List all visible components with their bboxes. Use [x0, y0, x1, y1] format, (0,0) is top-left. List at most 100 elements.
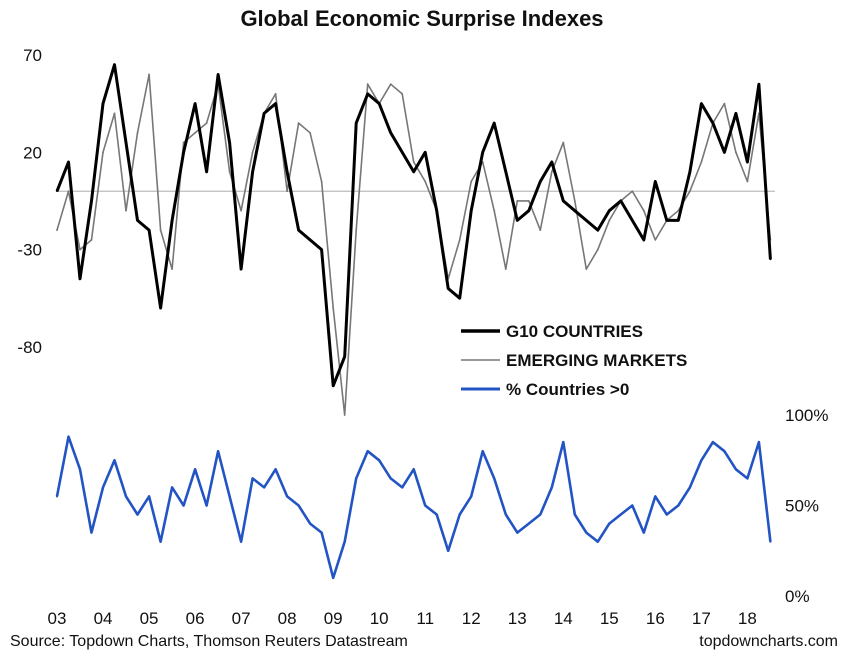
pct-countries-point	[194, 468, 197, 471]
pct-countries-point	[148, 495, 151, 498]
em-point	[274, 93, 277, 95]
y-tick-label-left: -30	[17, 241, 42, 260]
em-point	[182, 141, 185, 144]
pct-countries-point	[665, 513, 668, 516]
pct-countries-point	[343, 540, 346, 543]
x-tick-label: 10	[370, 609, 389, 628]
g10-point	[401, 151, 404, 154]
g10-point	[757, 83, 760, 86]
pct-countries-point	[56, 495, 58, 498]
em-point	[493, 209, 496, 212]
g10-point	[297, 229, 300, 232]
x-tick-label: 14	[554, 609, 573, 628]
pct-countries-point	[378, 459, 381, 462]
pct-countries-point	[240, 540, 243, 543]
pct-countries-point	[424, 504, 427, 507]
pct-countries-point	[67, 435, 70, 438]
x-tick-label: 12	[462, 609, 481, 628]
y-tick-label-right: 50%	[785, 497, 819, 516]
g10-point	[274, 102, 277, 105]
pct-countries-point	[493, 477, 496, 480]
pct-countries-point	[274, 468, 277, 471]
g10-point	[573, 209, 576, 212]
pct-countries-point	[332, 576, 335, 579]
em-point	[401, 93, 404, 95]
x-tick-label: 07	[232, 609, 251, 628]
g10-point	[596, 229, 599, 232]
pct-countries-point	[550, 486, 553, 489]
em-point	[320, 180, 323, 183]
x-tick-label: 06	[186, 609, 205, 628]
g10-point	[251, 170, 254, 173]
em-point	[136, 131, 139, 134]
g10-point	[654, 180, 657, 183]
g10-point	[159, 307, 162, 309]
g10-point	[677, 219, 680, 222]
em-point	[723, 102, 726, 105]
em-point	[113, 112, 116, 115]
g10-point	[228, 141, 231, 144]
em-point	[596, 248, 599, 251]
g10-point	[389, 131, 392, 134]
pct-countries-point	[182, 504, 185, 507]
pct-countries-point	[125, 495, 128, 498]
em-point	[332, 307, 335, 309]
bottom-panel: 100% 50% 0% 03 04 05 06 07 08 09 10 11 12 13 14 15 16 17 1…	[48, 406, 829, 628]
em-point	[677, 209, 680, 212]
x-tick-label: 18	[738, 609, 757, 628]
em-point	[205, 122, 208, 125]
y-tick-label-right: 0%	[785, 587, 810, 606]
pct-countries-point	[757, 441, 760, 444]
pct-countries-point	[769, 540, 772, 543]
x-tick-label: 15	[600, 609, 619, 628]
g10-point	[447, 287, 450, 290]
g10-point	[723, 151, 726, 154]
pct-countries-point	[320, 531, 323, 534]
x-tick-label: 03	[48, 609, 67, 628]
g10-point	[550, 161, 553, 163]
pct-countries-point	[746, 477, 749, 480]
pct-countries-point	[688, 486, 691, 489]
em-point	[700, 161, 703, 163]
g10-point	[458, 297, 461, 300]
g10-point	[125, 141, 127, 144]
pct-countries-point	[251, 477, 254, 480]
chart-title: Global Economic Surprise Indexes	[240, 6, 603, 31]
pct-countries-point	[286, 495, 289, 498]
em-point	[550, 170, 553, 173]
g10-point	[366, 93, 369, 95]
g10-point	[194, 102, 196, 105]
pct-countries-point	[734, 468, 737, 471]
pct-countries-point	[171, 486, 174, 489]
pct-countries-point	[700, 459, 703, 462]
y-tick-label-left: 70	[23, 46, 42, 65]
pct-countries-point	[79, 468, 82, 471]
pct-countries-point	[585, 531, 588, 534]
pct-countries-point	[205, 504, 208, 507]
x-tick-label: 16	[646, 609, 665, 628]
g10-point	[79, 277, 81, 280]
g10-point	[711, 122, 714, 125]
pct-countries-point	[366, 450, 369, 453]
g10-point	[67, 161, 70, 163]
em-point	[125, 209, 127, 212]
pct-countries-point	[596, 540, 599, 543]
x-tick-label: 09	[324, 609, 343, 628]
x-tick-label: 13	[508, 609, 527, 628]
em-point	[504, 268, 507, 270]
website-credit: topdowncharts.com	[699, 633, 838, 650]
g10-point	[734, 112, 737, 115]
pct-countries-point	[136, 513, 139, 516]
x-tick-label: 17	[692, 609, 711, 628]
em-point	[79, 248, 81, 251]
legend-g10-label: G10 COUNTRIES	[506, 322, 643, 341]
g10-point	[539, 180, 542, 183]
em-point	[470, 180, 473, 183]
pct-countries-point	[355, 477, 358, 480]
em-point	[56, 229, 58, 232]
pct-countries-point	[711, 441, 714, 444]
pct-countries-point	[562, 441, 565, 444]
em-point	[194, 131, 196, 134]
